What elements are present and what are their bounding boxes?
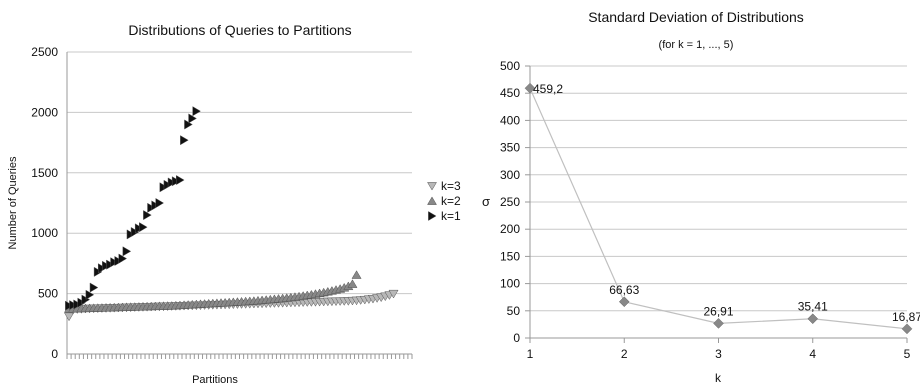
right-y-axis-label: σ (482, 194, 490, 209)
left-point-k=1 (122, 246, 132, 257)
left-x-axis-label: Partitions (192, 374, 238, 386)
right-y-tick-label: 0 (513, 331, 520, 345)
std-dev-point (807, 313, 819, 325)
right-y-tick-label: 100 (500, 277, 520, 291)
right-x-tick-label: 1 (527, 347, 534, 361)
std-dev-data-label: 66,63 (609, 283, 639, 297)
right-y-tick-label: 450 (500, 86, 520, 100)
left-point-k=2 (351, 270, 362, 279)
legend-marker-k=1 (428, 211, 437, 221)
right-y-tick-label: 150 (500, 249, 520, 263)
left-point-k=2 (347, 279, 358, 288)
right-y-tick-labels: 0 50 100 150 200 250 300 350 400 450 500 (500, 59, 520, 345)
std-dev-point (618, 296, 630, 308)
left-point-k=1 (192, 106, 202, 117)
right-y-tick-label: 200 (500, 222, 520, 236)
left-y-tick-label: 2000 (31, 105, 58, 119)
legend-marker-k=3 (427, 182, 437, 191)
left-series-markers (64, 106, 399, 322)
left-gridlines (67, 51, 412, 295)
right-x-tick-label: 2 (621, 347, 628, 361)
right-y-tick-label: 500 (500, 59, 520, 73)
std-dev-line (529, 87, 908, 330)
right-chart-subtitle: (for k = 1, ..., 5) (659, 39, 734, 51)
left-y-tick-label: 2500 (31, 45, 58, 59)
queries-distribution-chart: Distributions of Queries to Partitions 0… (7, 22, 461, 386)
right-x-tick-labels: 1 2 3 4 5 (527, 338, 911, 361)
std-deviation-chart: Standard Deviation of Distributions (for… (482, 9, 920, 385)
left-point-k=1 (155, 197, 165, 209)
legend-label-k=1: k=1 (441, 209, 461, 223)
std-dev-point (901, 323, 913, 335)
std-dev-point (713, 318, 724, 329)
right-x-tick-label: 4 (809, 347, 816, 361)
left-point-k=3 (388, 289, 399, 299)
left-y-tick-label: 0 (51, 347, 58, 361)
left-y-axis-label: Number of Queries (7, 156, 19, 249)
left-point-k=1 (180, 135, 189, 146)
left-point-k=1 (139, 222, 148, 233)
left-point-k=1 (89, 282, 99, 293)
right-chart-title: Standard Deviation of Distributions (588, 9, 804, 25)
right-x-axis-label: k (715, 371, 722, 385)
right-y-tick-label: 300 (500, 168, 520, 182)
left-legend: k=3k=2k=1 (427, 179, 461, 223)
left-point-k=3 (64, 312, 75, 322)
right-y-tick-label: 400 (500, 113, 520, 127)
left-y-tick-labels: 0 500 1000 1500 2000 2500 (31, 45, 58, 361)
legend-label-k=3: k=3 (441, 179, 461, 193)
legend-marker-k=2 (427, 196, 437, 205)
std-dev-data-label: 35,41 (798, 300, 828, 314)
right-y-tick-label: 350 (500, 141, 520, 155)
right-y-tick-label: 250 (500, 195, 520, 209)
left-y-tick-label: 1500 (31, 166, 58, 180)
right-x-tick-label: 3 (715, 347, 722, 361)
right-series: 459,2 66,63 26,91 35,41 16,87 (524, 82, 920, 335)
right-y-tick-label: 50 (507, 304, 521, 318)
std-dev-point (524, 82, 536, 94)
std-dev-data-label: 26,91 (703, 304, 733, 318)
left-y-tick-label: 1000 (31, 226, 58, 240)
right-gridlines (525, 65, 907, 339)
legend-label-k=2: k=2 (441, 194, 461, 208)
left-y-tick-label: 500 (38, 287, 58, 301)
right-x-tick-label: 5 (904, 347, 911, 361)
std-dev-data-label: 459,2 (533, 82, 563, 96)
left-x-tick-marks (66, 354, 413, 359)
left-chart-title: Distributions of Queries to Partitions (128, 22, 351, 38)
std-dev-data-label: 16,87 (892, 310, 920, 324)
left-point-k=1 (176, 175, 185, 186)
